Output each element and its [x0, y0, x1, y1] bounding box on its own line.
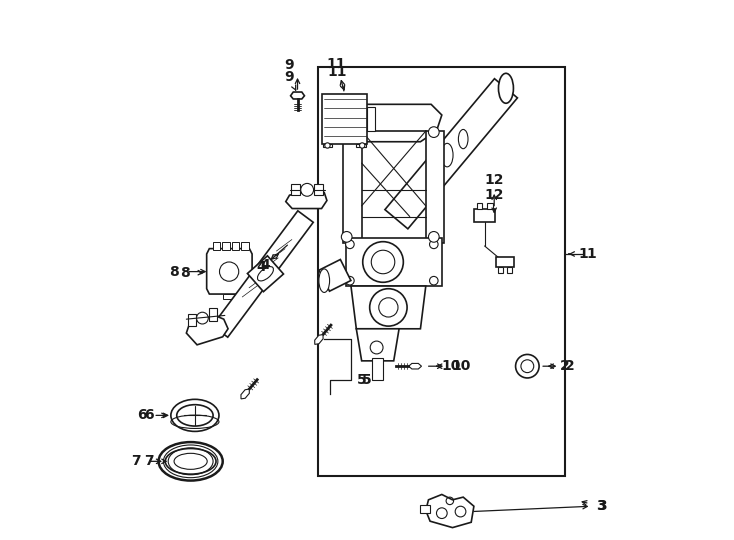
Text: 11: 11 [328, 65, 347, 79]
Polygon shape [507, 267, 512, 273]
Polygon shape [319, 260, 351, 291]
Polygon shape [476, 203, 482, 208]
Text: 8: 8 [169, 265, 179, 279]
Polygon shape [188, 314, 196, 326]
Ellipse shape [498, 73, 514, 103]
Polygon shape [367, 107, 375, 131]
Polygon shape [222, 242, 230, 249]
Text: 7: 7 [144, 454, 153, 468]
Circle shape [341, 127, 352, 138]
Polygon shape [222, 294, 236, 299]
Polygon shape [209, 308, 217, 321]
Polygon shape [232, 242, 239, 249]
Polygon shape [212, 211, 313, 337]
Circle shape [363, 242, 404, 282]
Text: 12: 12 [484, 173, 504, 187]
Text: 4: 4 [256, 260, 266, 274]
Circle shape [346, 240, 355, 248]
Ellipse shape [174, 453, 207, 469]
Polygon shape [346, 104, 442, 141]
Polygon shape [247, 256, 283, 292]
Circle shape [346, 276, 355, 285]
Text: 3: 3 [597, 499, 606, 513]
Circle shape [370, 289, 407, 326]
Circle shape [301, 184, 313, 196]
Circle shape [341, 232, 352, 242]
Circle shape [515, 354, 539, 378]
Polygon shape [487, 203, 493, 208]
Polygon shape [498, 267, 504, 273]
Circle shape [521, 360, 534, 373]
Text: 9: 9 [284, 58, 294, 72]
Circle shape [429, 232, 439, 242]
Polygon shape [186, 315, 228, 345]
Circle shape [219, 262, 239, 281]
Circle shape [370, 341, 383, 354]
Polygon shape [207, 248, 252, 294]
Polygon shape [426, 495, 474, 528]
Polygon shape [323, 144, 333, 147]
Bar [318, 67, 564, 476]
Polygon shape [315, 335, 323, 345]
Text: 2: 2 [564, 359, 575, 373]
Polygon shape [241, 242, 249, 249]
Circle shape [371, 250, 395, 274]
Polygon shape [291, 185, 300, 195]
Polygon shape [385, 79, 517, 229]
Ellipse shape [171, 400, 219, 431]
Polygon shape [291, 92, 305, 99]
Polygon shape [356, 144, 366, 147]
Polygon shape [356, 329, 399, 361]
Polygon shape [426, 131, 445, 244]
Polygon shape [343, 131, 362, 244]
Circle shape [197, 312, 208, 324]
Ellipse shape [441, 143, 453, 167]
Circle shape [455, 506, 466, 517]
Polygon shape [321, 93, 367, 144]
Polygon shape [313, 185, 323, 195]
Circle shape [324, 143, 330, 148]
Text: 12: 12 [484, 188, 504, 202]
Text: 9: 9 [284, 70, 294, 84]
Polygon shape [351, 286, 426, 329]
Text: 3: 3 [596, 499, 606, 513]
Ellipse shape [177, 404, 213, 426]
Circle shape [429, 276, 438, 285]
Circle shape [437, 508, 447, 518]
Ellipse shape [165, 449, 216, 474]
Circle shape [360, 143, 365, 148]
Circle shape [429, 127, 439, 138]
Text: 1: 1 [586, 247, 596, 261]
Ellipse shape [258, 267, 274, 281]
Polygon shape [421, 505, 430, 513]
Text: 6: 6 [137, 408, 147, 422]
Polygon shape [474, 208, 495, 222]
Polygon shape [213, 242, 220, 249]
Text: 5: 5 [362, 373, 371, 387]
Ellipse shape [159, 442, 222, 481]
Polygon shape [496, 256, 514, 267]
Text: 10: 10 [451, 359, 470, 373]
Polygon shape [372, 358, 383, 380]
Text: 5: 5 [357, 373, 366, 387]
Text: 8: 8 [181, 266, 190, 280]
Polygon shape [409, 363, 421, 369]
Text: 2: 2 [560, 359, 570, 373]
Text: 10: 10 [442, 359, 461, 373]
Text: 6: 6 [144, 408, 153, 422]
Text: 11: 11 [327, 57, 346, 71]
Text: 1: 1 [578, 247, 589, 261]
Circle shape [429, 240, 438, 248]
Polygon shape [346, 238, 442, 286]
Ellipse shape [319, 269, 330, 293]
Text: 7: 7 [131, 454, 140, 468]
Polygon shape [286, 190, 327, 208]
Text: 4: 4 [261, 258, 270, 272]
Polygon shape [241, 389, 250, 399]
